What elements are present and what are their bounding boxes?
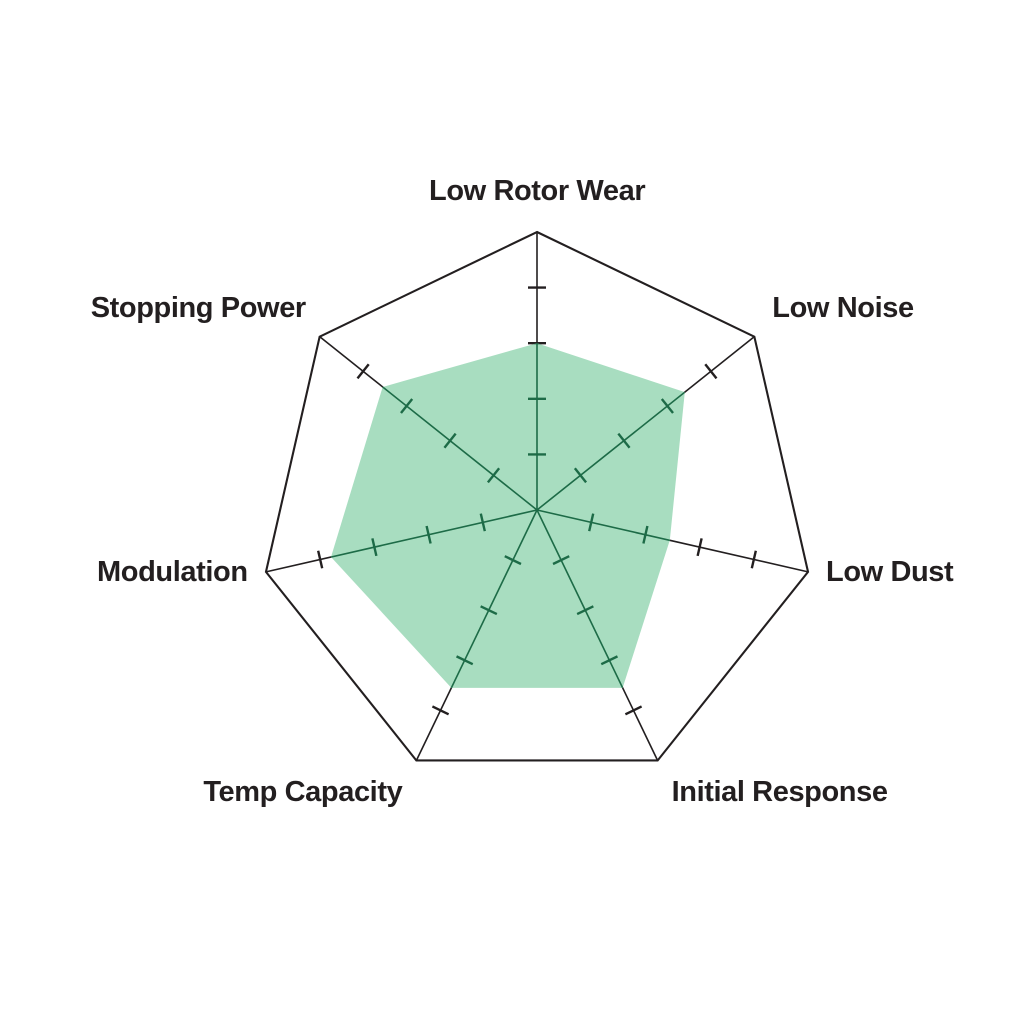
- axis-tick-4-2: [480, 605, 498, 616]
- axis-label-low-noise: Low Noise: [772, 291, 914, 324]
- axis-tick-6-2: [443, 432, 457, 449]
- axis-label-low-dust: Low Dust: [826, 555, 954, 588]
- axis-tick-2-2: [642, 525, 649, 544]
- axis-label-modulation: Modulation: [97, 555, 248, 588]
- axis-tick-1-2: [617, 432, 631, 449]
- axis-label-low-rotor-wear: Low Rotor Wear: [429, 175, 646, 207]
- axis-tick-3-4: [624, 705, 643, 716]
- axis-tick-5-3: [371, 538, 378, 557]
- axis-tick-1-1: [573, 467, 588, 484]
- axis-tick-1-4: [704, 363, 718, 380]
- outer-boundary-heptagon: [264, 230, 810, 762]
- axis-tick-3-2: [576, 605, 594, 616]
- axis-spoke-1: [536, 343, 685, 511]
- axis-tick-4-4: [431, 705, 450, 716]
- axis-tick-5-2: [425, 525, 432, 544]
- axis-spoke-3: [536, 509, 659, 688]
- axis-label-stopping-power: Stopping Power: [90, 291, 307, 324]
- axis-label-temp-capacity: Temp Capacity: [203, 775, 403, 808]
- axis-spoke-5: [331, 509, 538, 573]
- axis-spoke-4: [415, 509, 538, 688]
- axis-tick-4-3: [455, 655, 474, 666]
- data-series-polygon: [331, 343, 685, 688]
- axis-tick-3-1: [552, 555, 570, 566]
- axis-tick-1-3: [660, 398, 674, 414]
- axis-tick-3-3: [600, 655, 619, 666]
- axis-tick-6-4: [356, 363, 370, 380]
- axis-tick-5-4: [317, 550, 324, 569]
- axis-tick-6-3: [400, 398, 414, 414]
- axis-tick-2-1: [588, 513, 595, 532]
- axis-spokes-overlay-group: [331, 343, 685, 688]
- axis-tick-4-1: [504, 555, 522, 566]
- axis-label-initial-response: Initial Response: [671, 775, 888, 808]
- axis-tick-2-4: [750, 550, 757, 569]
- axis-tick-2-3: [696, 538, 703, 557]
- axis-tick-6-1: [486, 467, 501, 484]
- axis-tick-5-1: [479, 513, 486, 532]
